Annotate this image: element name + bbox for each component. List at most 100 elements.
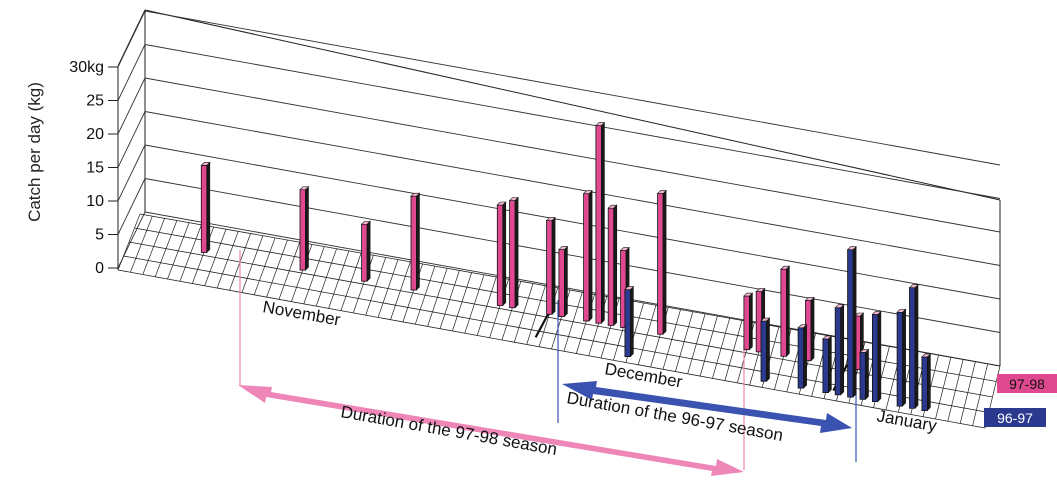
- bar-side-face: [914, 283, 919, 410]
- bar-side-face: [786, 265, 790, 358]
- bar-top-face: [834, 304, 845, 309]
- november-december-divider: [534, 310, 551, 338]
- bar-top-face: [755, 288, 766, 292]
- bar-top-face: [545, 217, 556, 221]
- bar-side-face: [551, 216, 556, 316]
- season-96-97-arrow: [562, 381, 852, 433]
- wall-gridline: [144, 144, 1001, 300]
- bar-front-face: [797, 327, 804, 389]
- y-tick-label: 25: [86, 93, 104, 110]
- bar-97-98: [656, 189, 667, 335]
- season-96-97-label: Duration of the 96-97 season: [565, 388, 784, 445]
- bar-96-97: [871, 310, 882, 403]
- bar-96-97: [896, 308, 907, 407]
- bar-front-face: [558, 249, 565, 318]
- bar-side-face: [749, 292, 753, 351]
- bar-side-face: [601, 121, 605, 324]
- y-tick-label: 10: [86, 193, 104, 210]
- bar-front-face: [361, 223, 368, 282]
- wall-gridline: [144, 10, 1001, 166]
- y-tick-label: 15: [86, 160, 104, 177]
- side-gridline: [117, 77, 146, 135]
- wall-top-edge: [144, 9, 1001, 201]
- month-label-november: November: [261, 297, 342, 329]
- bar-front-face: [624, 289, 631, 358]
- bar-front-face: [200, 164, 208, 253]
- bar-top-face: [859, 349, 870, 353]
- y-tick-label: 5: [95, 227, 104, 244]
- bar-97-98: [545, 216, 556, 316]
- bar-97-98: [743, 292, 754, 351]
- season-97-98-label: Duration of the 97-98 season: [339, 402, 558, 459]
- bar-96-97: [822, 335, 833, 394]
- bar-top-face: [656, 190, 667, 194]
- legend-label-96-97: 96-97: [997, 410, 1033, 426]
- bar-97-98: [496, 201, 507, 307]
- bar-front-face: [921, 356, 928, 411]
- bar-97-98: [582, 189, 593, 322]
- bar-front-face: [583, 193, 590, 322]
- bar-top-face: [780, 265, 791, 270]
- wall-gridline: [144, 178, 1001, 333]
- bar-front-face: [607, 207, 615, 326]
- bar-side-face: [613, 204, 618, 327]
- bar-top-face: [607, 204, 618, 209]
- month-label-january: January: [875, 406, 938, 435]
- bar-96-97: [834, 303, 845, 396]
- bars: [200, 121, 932, 412]
- bar-top-face: [760, 317, 771, 322]
- side-gridline: [117, 111, 146, 168]
- bar-96-97: [624, 285, 635, 358]
- bar-front-face: [299, 189, 306, 271]
- bar-front-face: [780, 268, 787, 357]
- bar-top-face: [360, 220, 371, 225]
- bar-96-97: [846, 245, 857, 398]
- bar-front-face: [909, 287, 916, 409]
- bar-side-face: [630, 285, 634, 358]
- bar-96-97: [797, 324, 808, 389]
- bar-front-face: [743, 295, 750, 351]
- bar-97-98: [360, 220, 371, 282]
- bar-top-face: [410, 192, 421, 197]
- bar-side-face: [810, 296, 815, 362]
- bar-side-face: [305, 186, 309, 271]
- bar-front-face: [822, 338, 829, 393]
- bar-side-face: [865, 348, 869, 401]
- legend-label-97-98: 97-98: [1009, 376, 1045, 392]
- y-tick-label: 30kg: [69, 59, 104, 76]
- floor-row-line: [123, 255, 989, 413]
- bar-top-face: [496, 201, 507, 206]
- bar-top-face: [299, 186, 310, 191]
- bar-side-face: [803, 324, 807, 389]
- bar-top-face: [508, 197, 519, 201]
- bar-top-face: [595, 122, 606, 126]
- bar-side-face: [514, 196, 519, 309]
- bar-side-face: [828, 335, 832, 394]
- y-tick-label: 20: [86, 126, 104, 143]
- bar-front-face: [546, 220, 553, 315]
- bar-front-face: [847, 249, 854, 398]
- bar-97-98: [804, 296, 815, 362]
- bar-front-face: [595, 125, 602, 324]
- bar-top-face: [921, 353, 932, 358]
- bar-side-face: [662, 189, 667, 335]
- bar-top-face: [200, 162, 211, 166]
- bar-side-face: [502, 201, 507, 307]
- y-tick-label: 0: [95, 260, 104, 277]
- bar-top-face: [846, 246, 857, 250]
- bar-97-98: [780, 265, 791, 358]
- bar-top-face: [854, 312, 865, 317]
- bar-top-face: [908, 284, 919, 289]
- bar-front-face: [896, 311, 903, 407]
- chart-back-walls: [117, 9, 1001, 367]
- bar-front-face: [760, 320, 767, 382]
- bar-96-97: [908, 283, 919, 410]
- legend-swatch-97-98: [997, 374, 1057, 393]
- bar-97-98: [200, 161, 211, 254]
- bar-side-face: [366, 220, 371, 282]
- month-label-december: December: [603, 359, 684, 391]
- bar-side-face: [927, 353, 931, 412]
- bar-97-98: [508, 196, 519, 309]
- bar-side-face: [766, 317, 770, 383]
